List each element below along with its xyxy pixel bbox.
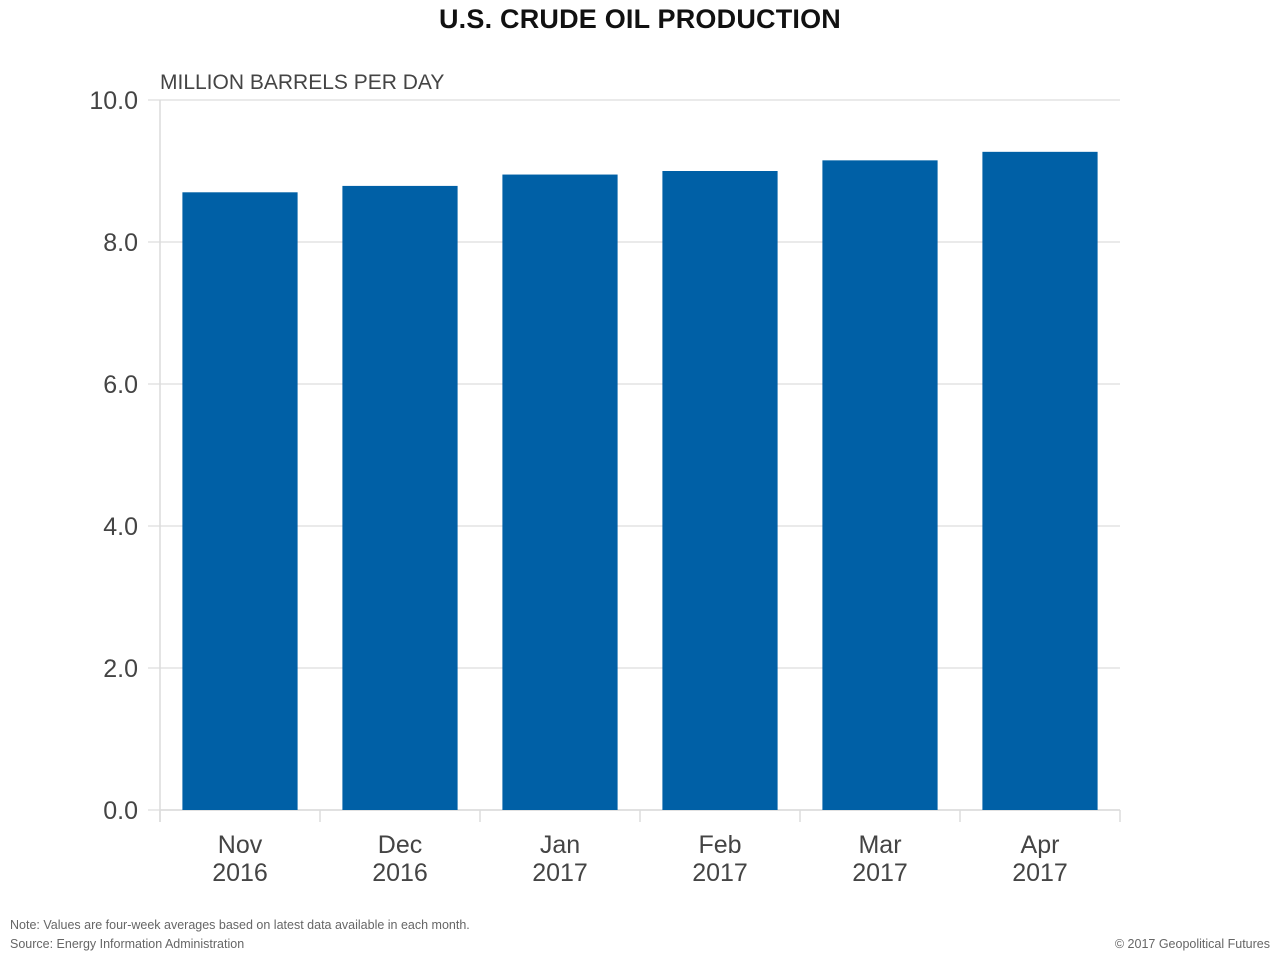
x-tick-label-year: 2017 [852, 859, 908, 887]
source-note: Source: Energy Information Administratio… [10, 937, 245, 951]
y-tick-label: 0.0 [103, 797, 138, 825]
x-tick-label-year: 2017 [1012, 859, 1068, 887]
x-tick-label-year: 2017 [692, 859, 748, 887]
x-tick-label-month: Feb [698, 831, 741, 859]
x-tick-label-month: Apr [1021, 831, 1060, 859]
bar-nov-2016 [182, 192, 298, 811]
y-tick-label: 2.0 [103, 655, 138, 683]
y-tick-label: 8.0 [103, 229, 138, 257]
bar-mar-2017 [822, 160, 938, 811]
footnote: Note: Values are four-week averages base… [10, 918, 470, 932]
y-tick-label: 4.0 [103, 513, 138, 541]
axes [159, 100, 1121, 822]
bar-apr-2017 [982, 151, 1098, 810]
y-axis-label: MILLION BARRELS PER DAY [160, 71, 444, 94]
bar-dec-2016 [342, 185, 458, 810]
bars [182, 151, 1098, 811]
x-tick-label-month: Dec [378, 831, 422, 859]
x-tick-label-year: 2016 [212, 859, 268, 887]
x-tick-label-month: Mar [858, 831, 901, 859]
bar-jan-2017 [502, 174, 618, 811]
bar-chart: MILLION BARRELS PER DAY 0.0 2.0 4.0 6.0 8.0 1… [89, 71, 1121, 887]
copyright: © 2017 Geopolitical Futures [1114, 937, 1270, 951]
x-tick-label-month: Nov [218, 831, 263, 859]
tick-labels: 0.02.04.06.08.010.0Nov2016Dec2016Jan2017… [89, 87, 1067, 887]
x-tick-label-year: 2016 [372, 859, 428, 887]
y-tick-label: 10.0 [89, 87, 138, 115]
x-tick-label-year: 2017 [532, 859, 588, 887]
x-tick-label-month: Jan [540, 831, 580, 859]
y-tick-label: 6.0 [103, 371, 138, 399]
chart-title: U.S. CRUDE OIL PRODUCTION [438, 4, 842, 34]
bar-feb-2017 [662, 171, 778, 810]
